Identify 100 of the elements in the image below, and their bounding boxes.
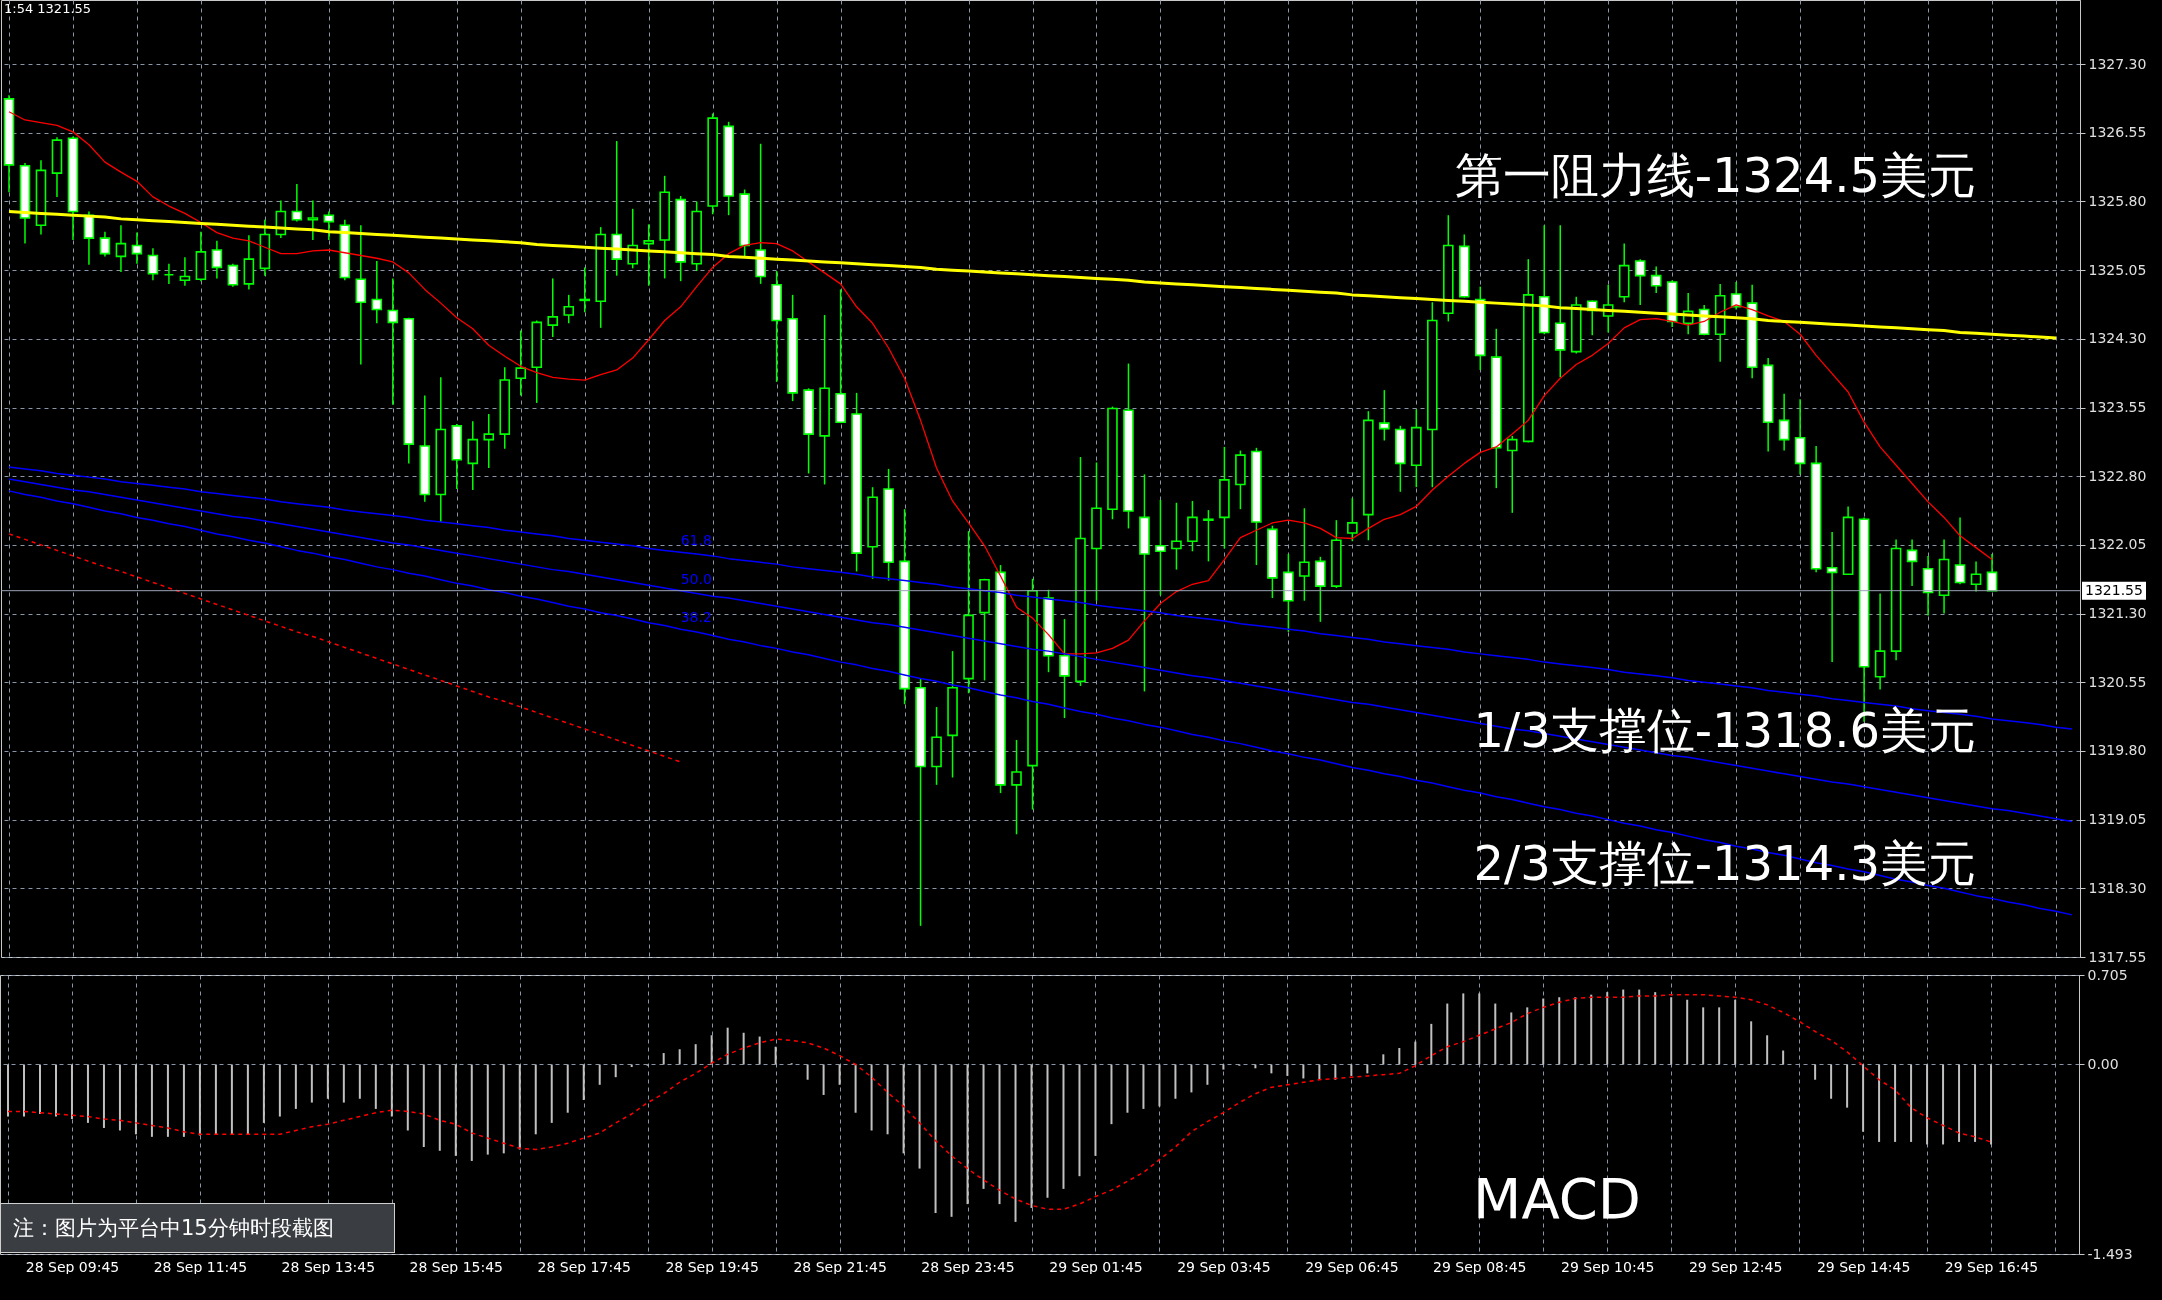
- bar: [630, 1064, 633, 1068]
- candlestick: [1059, 618, 1070, 719]
- bar: [838, 1064, 841, 1085]
- bar: [1014, 1064, 1017, 1222]
- candlestick: [1634, 258, 1646, 306]
- candlestick: [1970, 560, 1982, 593]
- bar: [1414, 1041, 1417, 1065]
- bar: [774, 1046, 777, 1065]
- candlestick: [1379, 389, 1390, 442]
- candlestick: [371, 260, 383, 325]
- x-tick-label: 28 Sep 17:45: [537, 1258, 631, 1275]
- candlestick: [1922, 555, 1934, 617]
- y-tick-label: 1323.55: [2088, 399, 2147, 416]
- bar: [982, 1064, 985, 1189]
- candlestick: [1155, 499, 1166, 597]
- bar: [710, 1035, 713, 1065]
- bar: [1110, 1064, 1113, 1125]
- annotation: 1:54 1321.55: [4, 1, 92, 16]
- bar: [406, 1064, 409, 1131]
- bar: [726, 1027, 729, 1065]
- x-tick-label: 28 Sep 13:45: [281, 1258, 376, 1275]
- bar: [454, 1064, 457, 1156]
- bar: [1446, 1003, 1449, 1065]
- bar: [1494, 1003, 1497, 1065]
- x-tick-label: 29 Sep 08:45: [1433, 1258, 1527, 1275]
- bar: [390, 1064, 393, 1117]
- y-tick-label: 1325.80: [2088, 192, 2147, 209]
- candlestick: [1347, 497, 1358, 542]
- bar: [1398, 1047, 1401, 1065]
- candlestick: [1650, 265, 1662, 294]
- bar: [150, 1064, 153, 1137]
- bar: [1142, 1064, 1145, 1109]
- bar: [1718, 1007, 1721, 1065]
- annotation: MACD: [1473, 1166, 1641, 1231]
- bar: [1030, 1064, 1033, 1208]
- bar: [950, 1064, 953, 1217]
- y-tick-label: 1322.05: [2088, 536, 2147, 553]
- bar: [1286, 1064, 1289, 1076]
- bar: [118, 1064, 121, 1131]
- bar: [502, 1064, 505, 1154]
- line-series: [7, 210, 2058, 340]
- bar: [7, 1064, 9, 1117]
- bar: [1382, 1054, 1385, 1065]
- x-tick-label: 28 Sep 21:45: [793, 1258, 887, 1275]
- bar: [662, 1053, 665, 1065]
- candlestick: [147, 247, 159, 281]
- candlestick: [1954, 516, 1966, 586]
- y-tick-label: 1318.30: [2088, 879, 2147, 896]
- bar: [1062, 1064, 1065, 1189]
- candlestick: [307, 199, 319, 241]
- bar: [998, 1064, 1001, 1205]
- bar: [1190, 1064, 1193, 1093]
- bar: [918, 1064, 921, 1169]
- bar: [70, 1064, 73, 1120]
- candlestick: [211, 240, 223, 280]
- bar: [342, 1064, 345, 1103]
- bar: [1174, 1064, 1177, 1099]
- bar: [742, 1032, 745, 1065]
- bar: [278, 1064, 281, 1117]
- bar: [422, 1064, 425, 1147]
- candlestick: [1171, 502, 1182, 571]
- series-label: 61.8: [680, 532, 712, 549]
- bar: [1558, 997, 1561, 1065]
- y-tick-label: 1327.30: [2088, 55, 2147, 72]
- x-tick-label: 28 Sep 09:45: [25, 1258, 120, 1275]
- bar: [86, 1064, 89, 1123]
- candlestick: [99, 230, 111, 258]
- bar: [310, 1064, 313, 1103]
- bar: [1622, 989, 1625, 1065]
- bar: [22, 1064, 25, 1117]
- bar: [1094, 1064, 1097, 1156]
- bar: [1926, 1064, 1929, 1145]
- note-box: 注：图片为平台中15分钟时段截图: [0, 1203, 395, 1253]
- bar: [1782, 1050, 1785, 1065]
- candlestick: [1299, 507, 1310, 602]
- bar: [1526, 1007, 1529, 1065]
- bar: [38, 1064, 41, 1114]
- bar: [1974, 1064, 1977, 1142]
- bar: [182, 1064, 185, 1137]
- bar: [198, 1064, 201, 1136]
- bar: [1862, 1064, 1865, 1132]
- bar: [902, 1064, 905, 1154]
- series-label: 38.2: [680, 609, 712, 626]
- candlestick: [515, 329, 527, 397]
- bar: [1846, 1064, 1849, 1108]
- bar: [1814, 1064, 1817, 1080]
- bar: [1222, 1064, 1225, 1070]
- bar: [262, 1064, 265, 1123]
- bar: [1894, 1064, 1897, 1142]
- bar: [758, 1036, 761, 1065]
- y-tick-label: 1322.80: [2088, 467, 2147, 484]
- y-tick-label: 1326.55: [2088, 124, 2147, 141]
- x-tick-label: 29 Sep 14:45: [1816, 1258, 1911, 1275]
- candlestick: [387, 277, 399, 406]
- bar: [1990, 1064, 1993, 1145]
- bar: [534, 1064, 537, 1135]
- candlestick: [227, 263, 239, 288]
- bar: [1590, 994, 1593, 1065]
- bar: [1734, 999, 1737, 1065]
- bar: [1302, 1064, 1305, 1079]
